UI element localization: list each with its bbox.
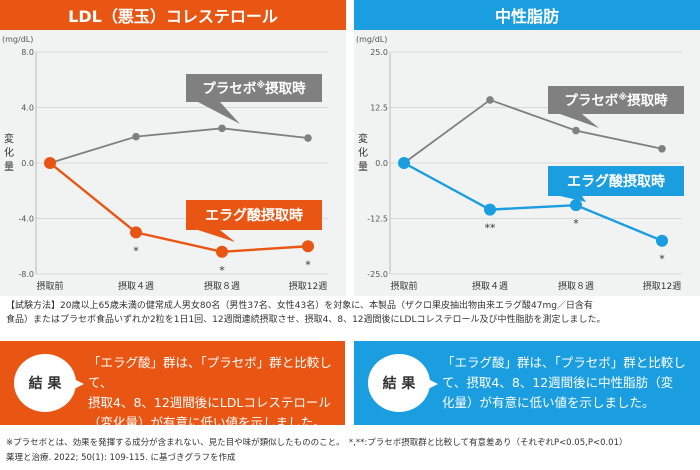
ldl-ytick-label: 0.0 bbox=[21, 159, 34, 168]
ldl-series-ellagic-point bbox=[130, 226, 142, 239]
ldl-series-ellagic-line bbox=[49, 162, 309, 254]
ldl-series-placebo-point bbox=[218, 124, 226, 133]
ldl-series-ellagic-point bbox=[44, 157, 56, 169]
ldl-series-placebo-line bbox=[49, 127, 309, 164]
ldl-series-placebo-point bbox=[304, 134, 312, 142]
tg-xtick-label: 摂取４週 bbox=[472, 280, 508, 292]
tg-xtick-label: 摂取12週 bbox=[643, 280, 681, 292]
ldl-result-line-2: 摂取4、8、12週間後にLDLコレステロール bbox=[88, 395, 331, 410]
tg-ylabel-char: 化 bbox=[358, 146, 368, 159]
ldl-legend-placebo-tail: 摂取時 bbox=[265, 80, 306, 97]
tg-series-ellagic-point bbox=[570, 199, 582, 212]
ldl-xtick-label: 摂取４週 bbox=[118, 280, 154, 292]
tg-series-ellagic-line bbox=[403, 161, 663, 242]
tg-series-ellagic-point bbox=[484, 203, 496, 216]
ldl-result-line-1: 「エラグ酸」群は、「プラセボ」群と比較して、 bbox=[88, 355, 332, 390]
ldl-legend-pointer bbox=[198, 102, 240, 124]
ldl-legend-placebo-label: プラセボ※摂取時 bbox=[202, 80, 306, 97]
tg-chart-title: 中性脂肪 bbox=[354, 0, 700, 30]
ldl-xtick-label: 摂取12週 bbox=[289, 280, 327, 292]
tg-legend-placebo-main: プラセボ bbox=[564, 93, 618, 109]
tg-legend-badge bbox=[548, 86, 684, 114]
tg-significance-mark: * bbox=[573, 217, 579, 230]
tg-ylabel-char: 量 bbox=[358, 161, 368, 173]
tg-ytick-label: 12.5 bbox=[370, 104, 388, 113]
ldl-ylabel-char: 量 bbox=[4, 161, 14, 173]
tg-ytick-label: -12.5 bbox=[367, 215, 388, 224]
tg-series-ellagic-point bbox=[398, 157, 410, 169]
tg-unit-label: (mg/dL) bbox=[356, 35, 387, 44]
ldl-chart-title: LDL（悪玉）コレステロール bbox=[0, 0, 346, 30]
tg-plot-area: (mg/dL) 変化量 25.0 12.5 0.0 -12.5 -25.0 摂取前 摂取４週 摂取… bbox=[354, 30, 700, 296]
ldl-ylabel-char: 変 bbox=[4, 132, 14, 145]
tg-ytick-label: 0.0 bbox=[375, 159, 388, 168]
tg-series-placebo-point bbox=[658, 144, 666, 153]
ldl-plot-area: (mg/dL) 変化量 8.0 4.0 0.0 -4.0 -8.0 摂取前 摂取４週 摂取８週 摂取… bbox=[0, 30, 346, 296]
ldl-legend-ellagic-label: エラグ酸摂取時 bbox=[205, 207, 303, 224]
method-text-line-1: 【試験方法】20歳以上65歳未満の健常成人男女80名（男性37名、女性43名）を… bbox=[6, 301, 593, 311]
ldl-ytick-label: -4.0 bbox=[18, 215, 34, 224]
tg-series-placebo-point bbox=[486, 96, 494, 104]
ldl-result-text: 「エラグ酸」群は、「プラセボ」群と比較して、 摂取4、8、12週間後にLDLコレ… bbox=[88, 353, 338, 433]
ldl-legend-pointer bbox=[198, 230, 235, 242]
tg-ytick-label: -25.0 bbox=[367, 270, 388, 279]
ldl-xtick-label: 摂取前 bbox=[36, 280, 63, 292]
tg-xtick-label: 摂取８週 bbox=[558, 280, 594, 292]
tg-series-placebo-line bbox=[403, 98, 663, 164]
method-text-line-2: 食品）またはプラセボ食品いずれか2粒を1日1回、12週間連続摂取させ、摂取4、8… bbox=[6, 315, 606, 325]
ldl-result-line-3: （変化量）が有意に低い値を示しました。 bbox=[88, 415, 326, 430]
tg-legend-ellagic-label: エラグ酸摂取時 bbox=[567, 173, 665, 190]
ldl-result-box: 結 果 「エラグ酸」群は、「プラセボ」群と比較して、 摂取4、8、12週間後にL… bbox=[0, 341, 345, 430]
tg-legend-pointer bbox=[560, 196, 586, 202]
tg-xtick-label: 摂取前 bbox=[390, 280, 417, 292]
ldl-series-ellagic-point bbox=[216, 245, 228, 258]
tg-result-box: 結 果 「エラグ酸」群は、「プラセボ」群と比較し て、摂取4、8、12週間後に中… bbox=[354, 341, 700, 425]
tg-significance-mark: ** bbox=[485, 222, 497, 235]
ldl-panel: LDL（悪玉）コレステロール (mg/dL) 変化量 8.0 4.0 0.0 -4.0 -8… bbox=[0, 0, 346, 296]
ldl-unit-label: (mg/dL) bbox=[2, 35, 33, 44]
tg-legend-badge bbox=[548, 166, 684, 196]
ldl-result-label: 結 果 bbox=[14, 354, 84, 412]
tg-result-line-3: 化量）が有意に低い値を示しました。 bbox=[442, 395, 655, 410]
tg-result-text: 「エラグ酸」群は、「プラセボ」群と比較し て、摂取4、8、12週間後に中性脂肪（… bbox=[442, 353, 692, 413]
tg-legend-pointer bbox=[560, 114, 599, 128]
ldl-legend-placebo-mark: ※ bbox=[256, 80, 265, 91]
tg-result-label: 結 果 bbox=[368, 354, 438, 412]
tg-legend-placebo-label: プラセボ※摂取時 bbox=[564, 92, 668, 109]
ldl-significance-mark: * bbox=[305, 258, 311, 271]
ldl-legend-placebo-main: プラセボ bbox=[202, 81, 256, 97]
ldl-significance-mark: * bbox=[219, 264, 225, 277]
ldl-ytick-label: -8.0 bbox=[18, 270, 34, 279]
ldl-series-ellagic-point bbox=[302, 240, 314, 253]
tg-panel: 中性脂肪 (mg/dL) 変化量 25.0 12.5 0.0 -12.5 -25.0 摂取前 摂… bbox=[354, 0, 700, 296]
footnote-source: 薬理と治療. 2022; 50(1): 109-115. に基づきグラフを作成 bbox=[6, 453, 236, 463]
ldl-series-placebo-point bbox=[132, 132, 140, 141]
tg-legend-placebo-mark: ※ bbox=[618, 92, 627, 103]
ldl-xtick-label: 摂取８週 bbox=[204, 280, 240, 292]
tg-series-ellagic-point bbox=[656, 234, 668, 247]
tg-result-line-2: て、摂取4、8、12週間後に中性脂肪（変 bbox=[442, 375, 674, 390]
ldl-significance-mark: * bbox=[133, 244, 139, 257]
ldl-legend-badge bbox=[186, 74, 322, 102]
ldl-ylabel-char: 化 bbox=[4, 146, 14, 159]
ldl-legend-badge bbox=[186, 200, 322, 230]
tg-ytick-label: 25.0 bbox=[370, 48, 388, 57]
ldl-ytick-label: 8.0 bbox=[21, 48, 34, 57]
tg-significance-mark: * bbox=[659, 253, 665, 266]
method-description: 【試験方法】20歳以上65歳未満の健常成人男女80名（男性37名、女性43名）を… bbox=[6, 299, 696, 327]
tg-series-placebo-point bbox=[572, 126, 580, 135]
footnote-placebo: ※プラセボとは、効果を発揮する成分が含まれない、見た目や味が類似したもののこと。… bbox=[6, 438, 628, 448]
ldl-ytick-label: 4.0 bbox=[21, 104, 34, 113]
tg-legend-placebo-tail: 摂取時 bbox=[627, 92, 668, 109]
tg-ylabel-char: 変 bbox=[358, 132, 368, 145]
tg-result-line-1: 「エラグ酸」群は、「プラセボ」群と比較し bbox=[442, 355, 686, 370]
